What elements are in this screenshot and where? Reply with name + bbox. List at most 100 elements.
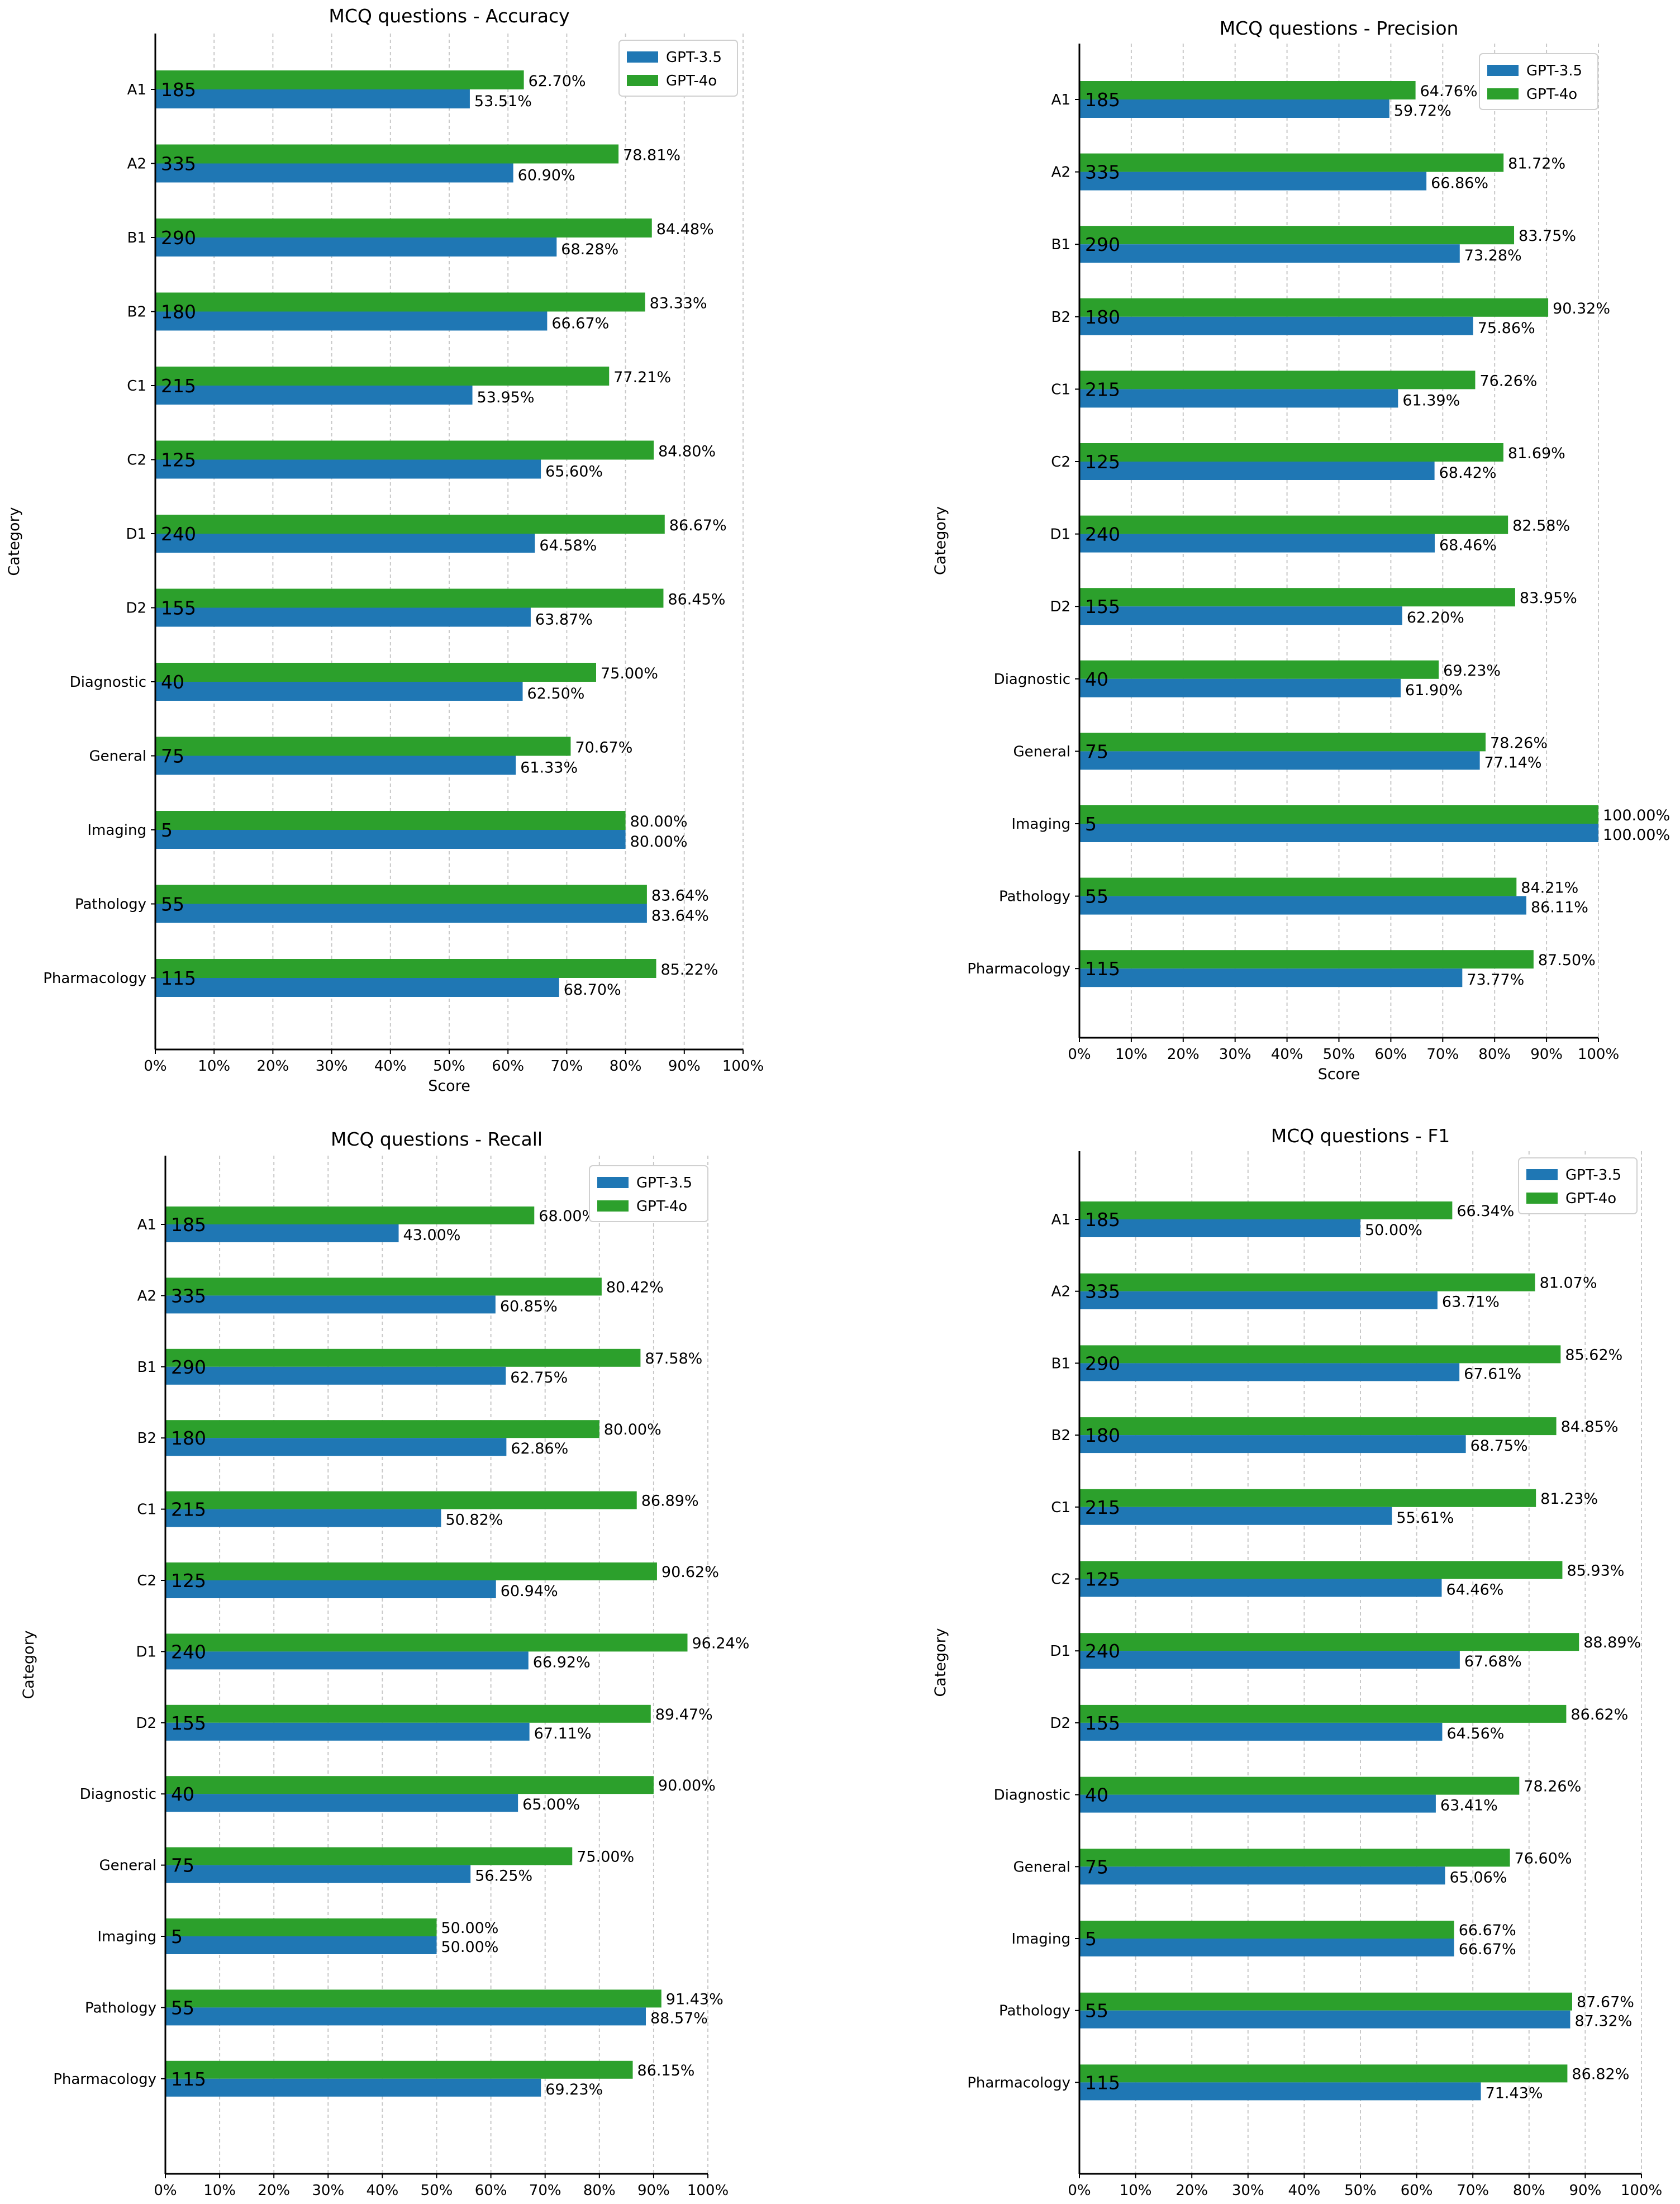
value-label-gpt35: 63.41% bbox=[1440, 1797, 1498, 1814]
y-tick-label: General bbox=[1013, 1859, 1070, 1875]
legend-entry-label: GPT-4o bbox=[1565, 1190, 1616, 1207]
question-count-label: 185 bbox=[1085, 89, 1120, 111]
bar-gpt4o-c1 bbox=[1079, 370, 1476, 390]
value-label-gpt35: 60.85% bbox=[500, 1298, 558, 1315]
recall-legend: GPT-3.5 GPT-4o bbox=[589, 1165, 708, 1222]
bar-gpt4o-c2 bbox=[165, 1562, 657, 1580]
bar-gpt4o-diagnostic bbox=[1079, 660, 1439, 679]
value-label-gpt4o: 87.67% bbox=[1577, 1994, 1634, 2011]
bar-gpt35-diagnostic bbox=[155, 682, 523, 701]
bar-gpt4o-a1 bbox=[155, 70, 524, 89]
value-label-gpt4o: 70.67% bbox=[575, 739, 632, 757]
x-tick-label: 80% bbox=[1478, 1046, 1511, 1063]
precision-legend: GPT-3.5 GPT-4o bbox=[1479, 53, 1598, 110]
question-count-label: 215 bbox=[171, 1499, 206, 1521]
x-tick-label: 0% bbox=[1068, 2182, 1091, 2199]
value-label-gpt4o: 100.00% bbox=[1603, 807, 1670, 824]
value-label-gpt35: 65.06% bbox=[1450, 1869, 1507, 1886]
x-tick-label: 80% bbox=[610, 1058, 642, 1075]
value-label-gpt4o: 85.62% bbox=[1565, 1346, 1622, 1364]
value-label-gpt35: 65.60% bbox=[545, 463, 603, 481]
bar-gpt35-a2 bbox=[165, 1295, 496, 1314]
bar-gpt4o-b2 bbox=[1079, 1417, 1557, 1436]
bar-gpt35-c2 bbox=[1079, 462, 1435, 480]
y-tick-label: Pharmacology bbox=[43, 970, 146, 987]
question-count-label: 55 bbox=[161, 894, 184, 915]
value-label-gpt35: 86.11% bbox=[1531, 899, 1588, 916]
legend-entry-label: GPT-3.5 bbox=[666, 49, 722, 66]
x-tick-label: 10% bbox=[1120, 2182, 1152, 2199]
question-count-label: 55 bbox=[171, 1997, 194, 2018]
question-count-label: 55 bbox=[1085, 886, 1108, 908]
y-tick-label: B1 bbox=[137, 1359, 156, 1376]
value-label-gpt4o: 86.89% bbox=[641, 1493, 699, 1510]
value-label-gpt35: 62.50% bbox=[527, 685, 585, 702]
legend-entry-label: GPT-3.5 bbox=[1565, 1167, 1621, 1184]
value-label-gpt4o: 90.62% bbox=[661, 1564, 719, 1581]
x-tick-label: 50% bbox=[421, 2182, 453, 2199]
y-tick-label: Diagnostic bbox=[70, 674, 146, 691]
value-label-gpt4o: 64.76% bbox=[1420, 83, 1478, 100]
value-label-gpt35: 68.42% bbox=[1439, 464, 1497, 482]
question-count-label: 5 bbox=[1085, 1928, 1097, 1950]
bar-gpt4o-d1 bbox=[1079, 515, 1508, 534]
bar-gpt35-diagnostic bbox=[1079, 1794, 1436, 1813]
question-count-label: 55 bbox=[1085, 2000, 1108, 2022]
question-count-label: 155 bbox=[171, 1712, 206, 1734]
bar-gpt35-d2 bbox=[165, 1722, 530, 1741]
f1-y-axis-label: Category bbox=[932, 1628, 949, 1697]
value-label-gpt35: 80.00% bbox=[630, 833, 688, 851]
bar-gpt4o-a1 bbox=[1079, 1201, 1453, 1219]
x-tick-label: 40% bbox=[1288, 2182, 1321, 2199]
accuracy-gridlines bbox=[213, 34, 744, 1049]
value-label-gpt35: 69.23% bbox=[545, 2081, 603, 2098]
value-label-gpt4o: 89.47% bbox=[655, 1706, 713, 1723]
bar-gpt35-pathology bbox=[165, 2007, 646, 2026]
x-tick-label: 0% bbox=[154, 2182, 177, 2199]
value-label-gpt35: 50.82% bbox=[445, 1512, 503, 1529]
bar-gpt35-d1 bbox=[165, 1651, 529, 1670]
x-tick-label: 100% bbox=[722, 1058, 764, 1075]
y-tick-label: Diagnostic bbox=[80, 1786, 156, 1803]
question-count-label: 75 bbox=[161, 745, 184, 767]
bar-gpt4o-imaging bbox=[1079, 805, 1598, 824]
y-tick-label: D1 bbox=[1050, 1643, 1070, 1660]
x-tick-label: 0% bbox=[144, 1058, 166, 1075]
y-tick-label: Imaging bbox=[87, 822, 146, 839]
accuracy-y-axis-label: Category bbox=[6, 507, 23, 576]
bar-gpt4o-imaging bbox=[165, 1918, 437, 1936]
x-tick-label: 60% bbox=[475, 2182, 507, 2199]
legend-swatch bbox=[597, 1200, 629, 1212]
question-count-label: 215 bbox=[1085, 378, 1120, 400]
value-label-gpt35: 88.57% bbox=[650, 2010, 708, 2027]
value-label-gpt4o: 78.26% bbox=[1490, 734, 1548, 752]
value-label-gpt4o: 85.93% bbox=[1567, 1562, 1624, 1580]
question-count-label: 185 bbox=[161, 79, 196, 101]
bar-gpt35-general bbox=[1079, 1866, 1445, 1885]
x-tick-label: 10% bbox=[198, 1058, 230, 1075]
value-label-gpt4o: 75.00% bbox=[601, 665, 658, 682]
bar-gpt4o-b1 bbox=[165, 1348, 641, 1367]
legend-entry-label: GPT-3.5 bbox=[636, 1175, 692, 1191]
bar-gpt35-c1 bbox=[1079, 389, 1398, 408]
bar-gpt35-a1 bbox=[165, 1224, 399, 1242]
value-label-gpt35: 53.51% bbox=[474, 93, 532, 110]
bar-gpt4o-b2 bbox=[1079, 298, 1549, 317]
question-count-label: 180 bbox=[1085, 1424, 1120, 1446]
bar-gpt4o-a2 bbox=[1079, 1273, 1535, 1291]
bar-gpt4o-pathology bbox=[1079, 1992, 1572, 2011]
value-label-gpt35: 87.32% bbox=[1574, 2013, 1632, 2030]
y-tick-label: Imaging bbox=[1011, 816, 1070, 833]
bar-gpt35-b1 bbox=[1079, 1363, 1460, 1381]
y-tick-label: Pathology bbox=[999, 2003, 1070, 2020]
f1-chart: MCQ questions - F166.34%50.00%18581.07%6… bbox=[932, 1125, 1662, 2204]
y-tick-label: B1 bbox=[1051, 236, 1070, 253]
question-count-label: 155 bbox=[1085, 1712, 1120, 1734]
x-tick-label: 30% bbox=[316, 1058, 348, 1075]
x-tick-label: 60% bbox=[1401, 2182, 1433, 2199]
bar-gpt4o-a2 bbox=[1079, 153, 1504, 172]
precision-chart-title: MCQ questions - Precision bbox=[1220, 17, 1459, 39]
question-count-label: 290 bbox=[171, 1356, 206, 1378]
bar-gpt35-imaging bbox=[165, 1936, 437, 1954]
bar-gpt4o-b1 bbox=[155, 218, 652, 238]
